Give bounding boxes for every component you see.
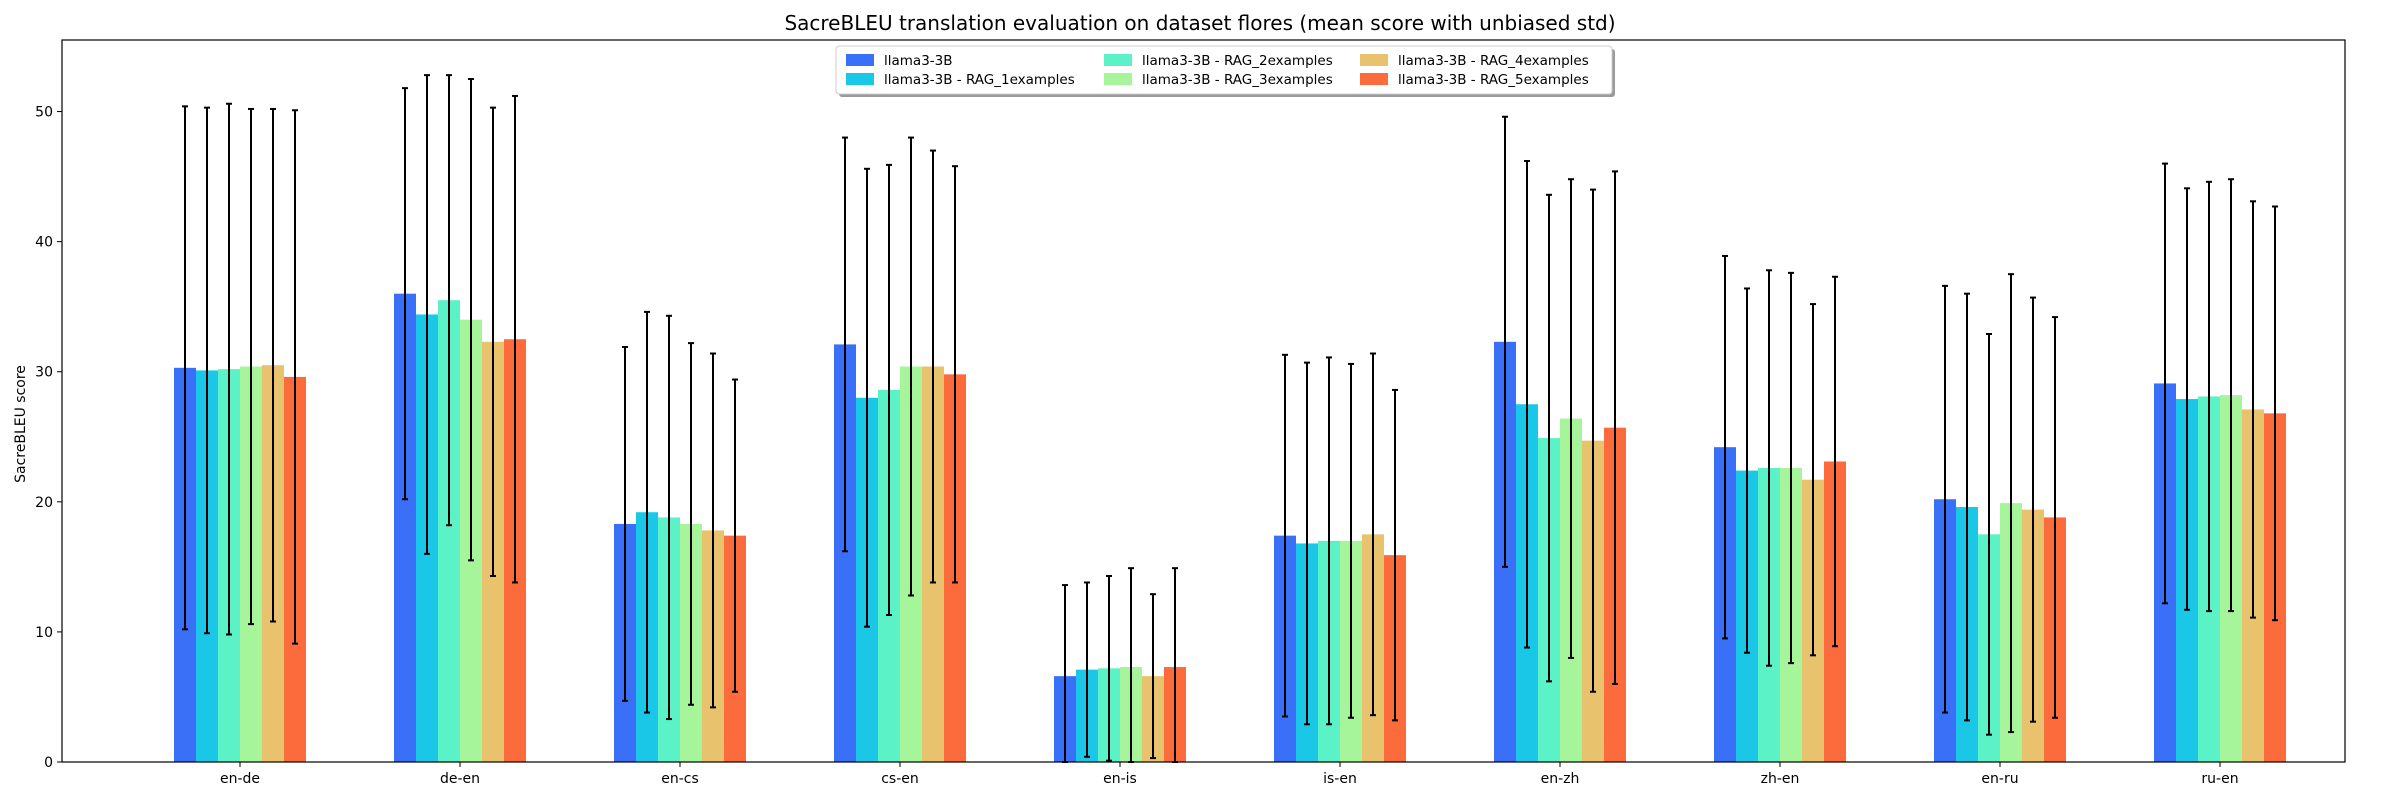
legend-swatch-s3	[1104, 73, 1132, 85]
x-tick-label: en-ru	[1981, 771, 2018, 787]
legend-label: llama3-3B - RAG_2examples	[1142, 53, 1333, 69]
legend-swatch-s5	[1360, 73, 1388, 85]
bar-cs-en-s0	[834, 344, 856, 762]
legend-swatch-s0	[846, 54, 874, 66]
y-tick-label: 0	[44, 755, 53, 771]
plot-area: en-de de-en en-cs cs-en en-is is-en en-zh zh-en…	[35, 39, 2346, 787]
legend-label: llama3-3B - RAG_1examples	[884, 72, 1075, 88]
bar-de-en-s0	[394, 293, 416, 762]
y-axis-label: SacreBLEU score	[13, 365, 29, 483]
bar-de-en-s2	[438, 300, 460, 762]
x-tick-label: de-en	[440, 771, 480, 787]
legend-label: llama3-3B - RAG_3examples	[1142, 72, 1333, 88]
x-tick-label: en-is	[1103, 771, 1137, 787]
x-tick-label: cs-en	[881, 771, 919, 787]
x-tick-label: ru-en	[2201, 771, 2238, 787]
y-tick-label: 20	[35, 495, 53, 511]
axes-frame	[61, 39, 2346, 763]
x-tick-label: en-zh	[1541, 771, 1580, 787]
legend-swatch-s4	[1360, 54, 1388, 66]
chart-title: SacreBLEU translation evaluation on data…	[784, 11, 1615, 35]
x-tick-label: en-de	[220, 771, 260, 787]
legend: llama3-3B llama3-3B - RAG_1examples llama3…	[835, 45, 1615, 97]
legend-swatch-s1	[846, 73, 874, 85]
legend-label: llama3-3B	[884, 53, 953, 69]
y-tick-label: 30	[35, 365, 53, 381]
legend-box	[835, 45, 1613, 95]
y-tick-label: 40	[35, 235, 53, 251]
legend-label: llama3-3B - RAG_4examples	[1398, 53, 1589, 69]
x-tick-label: is-en	[1323, 771, 1357, 787]
x-tick-label: zh-en	[1761, 771, 1800, 787]
y-tick-label: 50	[35, 105, 53, 121]
legend-label: llama3-3B - RAG_5examples	[1398, 72, 1589, 88]
y-tick-label: 10	[35, 625, 53, 641]
legend-swatch-s2	[1104, 54, 1132, 66]
x-tick-label: en-cs	[661, 771, 699, 787]
